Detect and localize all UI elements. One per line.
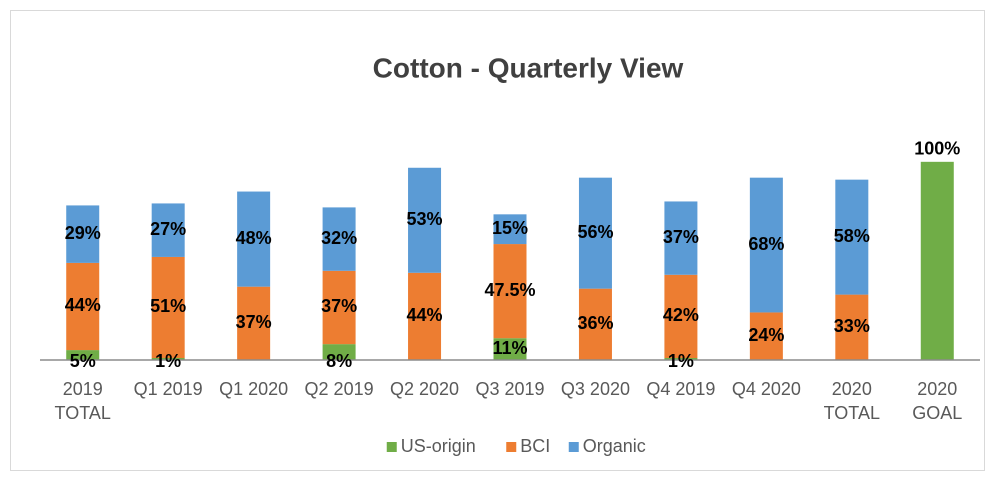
legend-swatch (568, 442, 579, 452)
bar-segment (66, 205, 100, 263)
bar-segment (664, 358, 698, 360)
bar-segment (322, 344, 356, 360)
bar-segment (493, 338, 527, 360)
bar-segment (749, 312, 783, 360)
data-label: 15% (492, 218, 528, 238)
x-tick-label: Q4 2019 (646, 379, 715, 399)
bar-segment (237, 191, 271, 287)
bar-segment (408, 272, 442, 360)
bar-segment (578, 177, 612, 289)
x-tick-label: 2019 (63, 379, 103, 399)
data-label: 47.5% (484, 280, 535, 300)
data-label: 27% (150, 219, 186, 239)
x-tick-label: TOTAL (824, 403, 880, 423)
bar-segment (664, 274, 698, 359)
data-label: 33% (834, 316, 870, 336)
bar-segment (408, 167, 442, 273)
bar-segment (920, 161, 954, 360)
x-tick-label: GOAL (912, 403, 962, 423)
bar-segment (493, 214, 527, 245)
data-label: 53% (407, 209, 443, 229)
bar-segment (322, 207, 356, 271)
bar-segment (322, 270, 356, 345)
legend-swatch (386, 442, 397, 452)
data-label: 5% (70, 351, 96, 371)
bar-segment (578, 288, 612, 360)
legend-label: BCI (520, 436, 550, 456)
x-tick-label: Q4 2020 (732, 379, 801, 399)
data-label: 44% (407, 305, 443, 325)
data-label: 37% (236, 312, 272, 332)
legend-label: Organic (583, 436, 646, 456)
x-tick-label: Q1 2020 (219, 379, 288, 399)
bar-segment (151, 203, 185, 257)
bar-segment (66, 262, 100, 351)
bar-segment (835, 179, 869, 295)
data-label: 51% (150, 296, 186, 316)
data-label: 29% (65, 223, 101, 243)
bar-segment (151, 358, 185, 360)
data-label: 42% (663, 305, 699, 325)
legend-label: US-origin (401, 436, 476, 456)
x-tick-label: Q3 2020 (561, 379, 630, 399)
chart-title: Cotton - Quarterly View (373, 52, 684, 83)
x-tick-label: Q3 2019 (475, 379, 544, 399)
data-label: 1% (668, 351, 694, 371)
data-label: 56% (577, 222, 613, 242)
data-label: 24% (748, 325, 784, 345)
bar-segment (66, 350, 100, 360)
data-label: 48% (236, 228, 272, 248)
bar-segment (835, 294, 869, 360)
x-tick-label: 2020 (832, 379, 872, 399)
data-label: 58% (834, 226, 870, 246)
data-label: 36% (577, 313, 613, 333)
x-tick-label: Q2 2019 (305, 379, 374, 399)
data-label: 100% (914, 139, 960, 159)
data-label: 1% (155, 351, 181, 371)
data-label: 68% (748, 234, 784, 254)
bar-segment (493, 244, 527, 339)
x-tick-label: Q2 2020 (390, 379, 459, 399)
bar-segment (749, 177, 783, 313)
data-label: 8% (326, 351, 352, 371)
x-tick-label: 2020 (917, 379, 957, 399)
data-label: 37% (663, 227, 699, 247)
data-label: 11% (492, 338, 527, 358)
legend-swatch (506, 442, 517, 452)
data-label: 37% (321, 296, 357, 316)
data-label: 44% (65, 295, 101, 315)
bar-segment (151, 256, 185, 359)
x-tick-label: TOTAL (55, 403, 111, 423)
bar-segment (664, 201, 698, 275)
data-label: 32% (321, 228, 357, 248)
x-tick-label: Q1 2019 (134, 379, 203, 399)
bar-segment (237, 286, 271, 360)
